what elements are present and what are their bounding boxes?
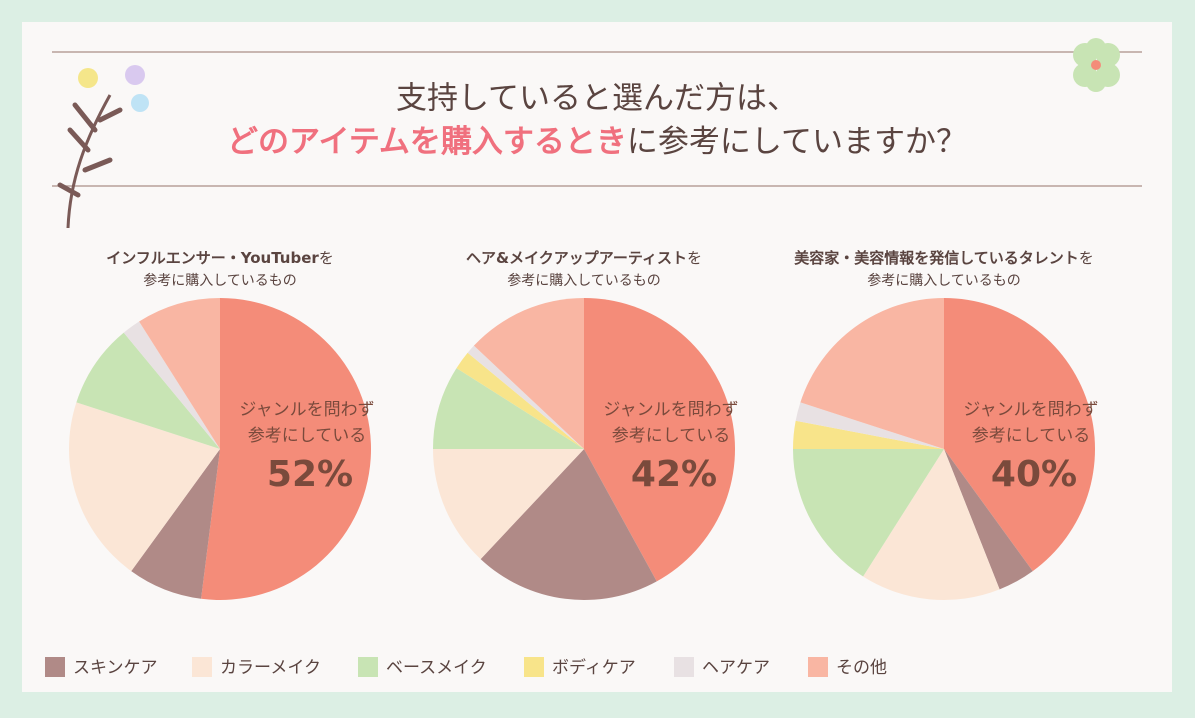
pie-title-suffix: を [1079,249,1094,267]
pie-subtitle: 参考に購入しているもの [143,272,297,289]
pie-slice [433,368,584,449]
pie-slice [473,298,584,449]
pie-slice [795,402,944,449]
legend-swatch [45,657,65,677]
pie-slice [584,298,735,582]
pie-slice [800,298,944,449]
center-label: ジャンルを問わず [603,400,738,420]
flower-decoration [1073,38,1120,92]
legend-swatch [524,657,544,677]
branch-decoration [57,65,149,229]
pie-title-suffix: を [687,249,702,267]
pie-title-bold: ヘア&メイクアップアーティスト [466,249,687,267]
pie-slice [76,332,220,449]
pie-title-suffix: を [319,249,334,267]
pie-slice [139,298,220,449]
legend-label: ヘアケア [702,658,770,678]
center-value: 40% [991,454,1077,495]
center-label: 参考にしている [612,426,731,446]
pie-slice [863,449,1000,600]
pie-slice [131,449,220,599]
legend-swatch [358,657,378,677]
pie-slice [456,352,584,449]
legend-label: その他 [836,658,887,678]
legend-label: カラーメイク [220,658,321,678]
pie-slice [467,345,584,449]
pie-slice [480,449,657,600]
legend-label: ボディケア [552,657,636,678]
pie-slice [793,420,944,449]
center-value: 52% [267,454,353,495]
pie-slice [433,449,584,560]
legend-label: ベースメイク [386,658,487,678]
pie-title-bold: 美容家・美容情報を発信しているタレント [794,249,1079,267]
center-label: 参考にしている [248,426,367,446]
pie-slice [123,321,220,449]
header-line2: どのアイテムを購入するときに参考にしていますか？ [227,124,967,160]
pie-title: 美容家・美容情報を発信しているタレントを [794,249,1094,267]
pie-title: インフルエンサー・YouTuberを [106,249,334,267]
header-highlight: どのアイテムを購入するとき [227,124,627,160]
legend-swatch [808,657,828,677]
pie-subtitle: 参考に購入しているもの [507,272,661,289]
header-rest: に参考にしていますか？ [627,124,967,160]
center-label: 参考にしている [972,426,1091,446]
pie-title: ヘア&メイクアップアーティストを [466,249,702,267]
legend-swatch [192,657,212,677]
pie-slice [793,449,944,577]
pie-slice [68,402,220,572]
legend-swatch [674,657,694,677]
center-label: ジャンルを問わず [963,400,1098,420]
pie-slice [944,298,1096,572]
center-value: 42% [631,454,717,495]
legend-label: スキンケア [73,658,158,678]
center-label: ジャンルを問わず [239,400,374,420]
pie-title-bold: インフルエンサー・YouTuber [106,249,319,267]
pie-subtitle: 参考に購入しているもの [867,272,1021,289]
pie-slice [944,449,1033,590]
pie-slice [201,298,371,600]
header-line1: 支持していると選んだ方は、 [396,81,798,117]
